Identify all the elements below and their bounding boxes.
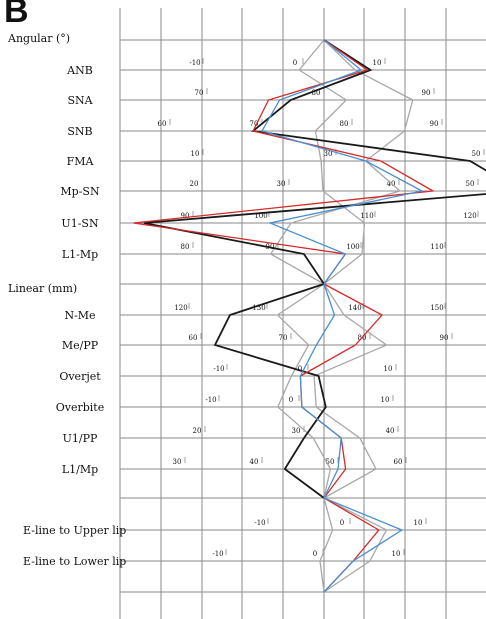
series-1-section-1 [299,283,384,499]
tick-nme-1: 130 [252,304,265,312]
series-2-section-2 [323,497,404,593]
tick-snb-2: 80 [340,120,349,128]
row-label-overbite: Overbite [56,401,105,414]
tick-l1mp-0: 80 [181,243,190,251]
series-2-section-1 [299,283,342,499]
tick-mpsn-0: 20 [190,180,199,188]
row-label-mepp: Me/PP [62,339,99,352]
tick-anb-2: 10 [373,59,382,67]
tick-l1mp-3: 110 [430,243,443,251]
series-0-section-0 [143,39,486,285]
row-label-snb: SNB [67,125,92,138]
tick-overbite-2: 10 [381,396,390,404]
tick-mpsn-1: 30 [277,180,286,188]
tick-l1mp2-2: 50 [326,458,335,466]
tick-snb-1: 70 [250,120,259,128]
tick-u1pp-0: 20 [193,427,202,435]
panel-label: B [4,0,29,30]
tick-nme-2: 140 [348,304,361,312]
tick-u1sn-3: 120 [463,212,476,220]
row-label-overjet: Overjet [59,370,101,383]
tick-l1mp2-3: 60 [394,458,403,466]
tick-eup-2: 10 [414,519,423,527]
series-0-section-1 [213,283,327,499]
tick-eup-0: -10 [254,519,265,527]
tick-overbite-1: 0 [289,396,293,404]
tick-sna-1: 80 [312,89,321,97]
row-label-elo: E-line to Lower lip [23,555,126,568]
section-linear-label: Linear (mm) [8,282,77,295]
tick-nme-3: 150 [430,304,443,312]
tick-overjet-1: 0 [298,365,302,373]
row-label-l1mp2: L1/Mp [62,463,98,476]
grid [119,8,486,619]
tick-elo-2: 10 [392,550,401,558]
tick-mpsn-3: 50 [466,180,475,188]
row-label-anb: ANB [66,64,93,77]
tick-l1mp2-1: 40 [250,458,259,466]
tick-mepp-1: 70 [279,334,288,342]
series-2-section-0 [261,39,424,285]
row-label-eup: E-line to Upper lip [23,524,126,537]
tick-overbite-0: -10 [205,396,216,404]
tick-u1sn-1: 100 [254,212,267,220]
tick-eup-1: 0 [340,519,344,527]
tick-mepp-3: 90 [440,334,449,342]
tick-u1pp-2: 40 [386,427,395,435]
tick-snb-3: 90 [430,120,439,128]
tick-nme-0: 120 [174,304,187,312]
series-3-section-2 [319,497,334,593]
series-3-section-1 [276,283,332,499]
tick-fma-2: 50 [472,150,481,158]
tick-overjet-0: -10 [213,365,224,373]
tick-l1mp2-0: 30 [173,458,182,466]
row-labels: ANB SNA SNB FMA Mp-SN U1-SN L1-Mp N-Me Me/PP Over… [23,64,126,568]
series-lines [133,39,486,593]
row-label-u1pp: U1/PP [63,432,98,445]
tick-u1sn-0: 90 [181,212,190,220]
tick-u1pp-1: 30 [292,427,301,435]
row-label-u1sn: U1-SN [61,217,99,230]
tick-overjet-2: 10 [384,365,393,373]
series-3-section-0 [298,39,366,285]
series-4-section-1 [313,283,388,499]
tick-sna-0: 70 [195,89,204,97]
section-angular-label: Angular (°) [7,32,70,45]
row-label-fma: FMA [67,155,95,168]
series-4-section-2 [323,497,388,593]
tick-mepp-0: 60 [189,334,198,342]
row-label-nme: N-Me [64,309,95,322]
row-label-l1mp: L1-Mp [62,248,98,261]
tick-anb-0: -10 [189,59,200,67]
tick-elo-0: -10 [212,550,223,558]
tick-u1sn-2: 110 [360,212,373,220]
tick-fma-0: 10 [191,150,200,158]
tick-sna-2: 90 [422,89,431,97]
tick-snb-0: 60 [158,120,167,128]
tick-mpsn-2: 40 [387,180,396,188]
tick-fma-1: 30 [324,150,333,158]
row-label-mpsn: Mp-SN [60,185,100,198]
tick-anb-1: 0 [293,59,297,67]
tick-l1mp-2: 100 [346,243,359,251]
tick-elo-1: 0 [313,550,317,558]
row-label-sna: SNA [67,94,93,107]
